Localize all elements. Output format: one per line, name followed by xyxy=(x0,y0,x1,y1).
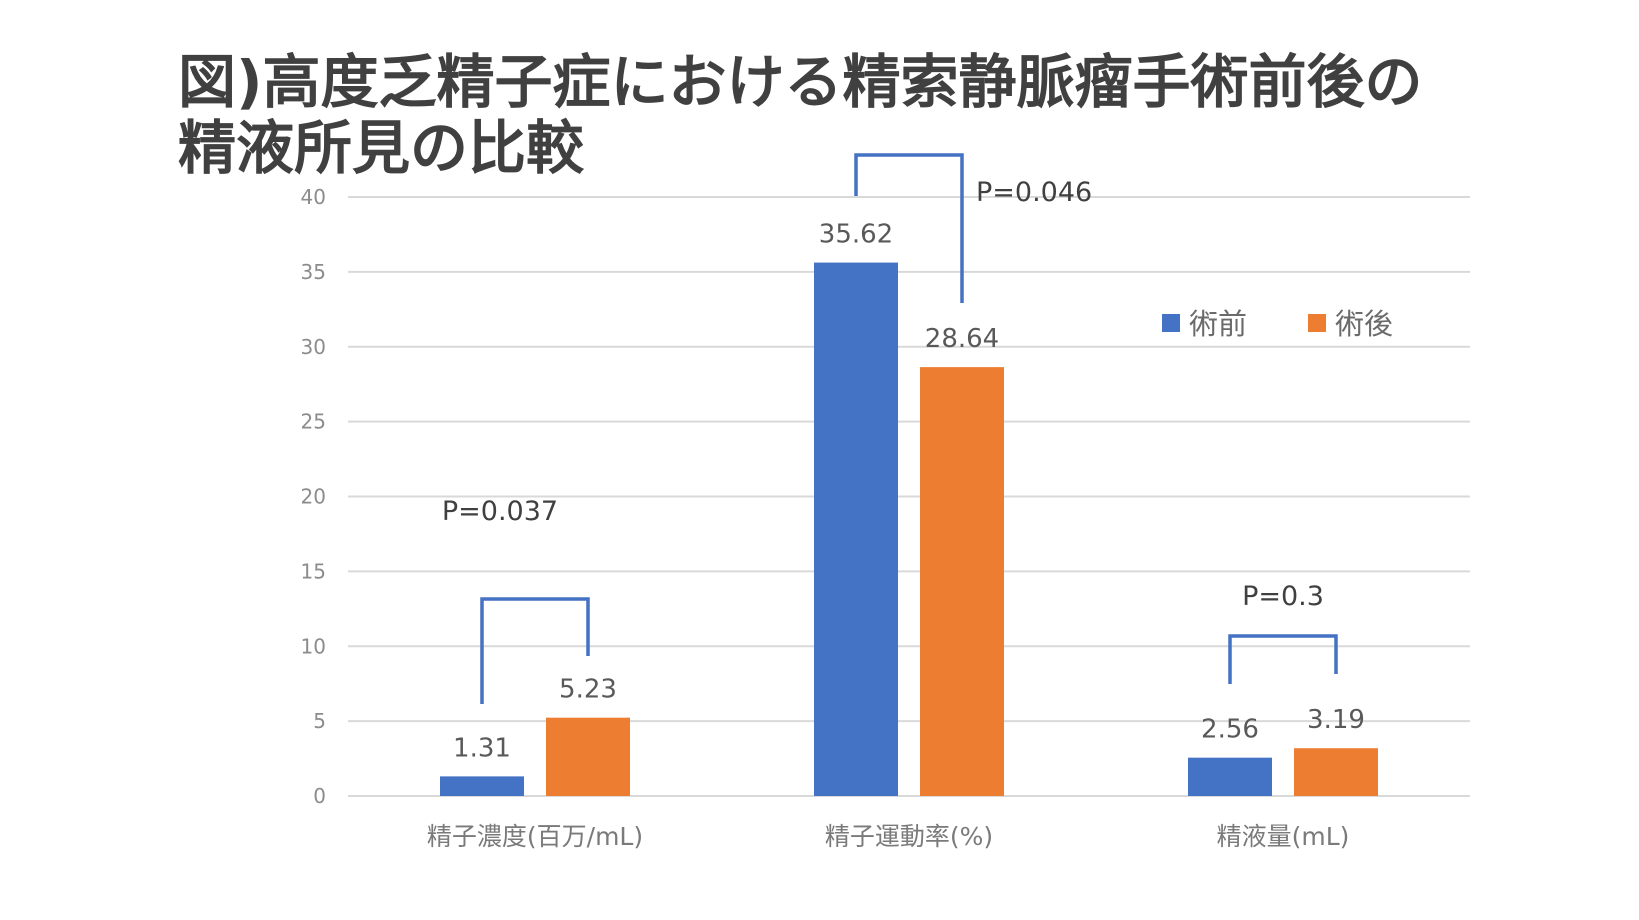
significance-bracket xyxy=(480,597,590,704)
chart-title-line-1: 図)高度乏精子症における精索静脈瘤手術前後の xyxy=(178,48,1423,116)
bar xyxy=(814,262,898,796)
y-tick-label: 25 xyxy=(301,410,326,434)
significance-bracket xyxy=(1228,634,1338,684)
data-label: 1.31 xyxy=(453,733,511,763)
legend-swatch xyxy=(1308,314,1326,332)
significance-bracket xyxy=(854,153,964,303)
data-label: 5.23 xyxy=(559,675,617,705)
y-tick-label: 40 xyxy=(301,185,326,209)
chart-title-line-2: 精液所見の比較 xyxy=(178,114,585,182)
data-label: 28.64 xyxy=(925,324,999,354)
data-label: 2.56 xyxy=(1201,715,1259,745)
bar xyxy=(1294,748,1378,796)
x-tick-label: 精子運動率(%) xyxy=(825,822,993,851)
bar xyxy=(546,717,630,796)
data-label: 3.19 xyxy=(1307,705,1365,735)
x-tick-label: 精液量(mL) xyxy=(1217,822,1350,851)
x-tick-label: 精子濃度(百万/mL) xyxy=(427,822,643,851)
y-tick-label: 35 xyxy=(301,260,326,284)
y-tick-label: 0 xyxy=(313,784,326,808)
y-tick-label: 30 xyxy=(301,335,326,359)
y-tick-label: 15 xyxy=(301,559,326,583)
plot-area: 0 5 10 15 20 25 30 35 40 1.31 5.23 精子濃度(百万/mL) 35.62… xyxy=(301,153,1470,851)
p-value-label: P=0.037 xyxy=(442,496,558,527)
legend-swatch xyxy=(1162,314,1180,332)
bar xyxy=(440,776,524,796)
y-tick-label: 10 xyxy=(301,634,326,658)
bar xyxy=(1188,757,1272,796)
legend-label: 術後 xyxy=(1335,307,1393,341)
y-tick-label: 5 xyxy=(313,709,326,733)
data-label: 35.62 xyxy=(819,220,893,250)
bar xyxy=(920,367,1004,796)
p-value-label: P=0.3 xyxy=(1242,581,1324,612)
legend-label: 術前 xyxy=(1189,307,1247,341)
p-value-label: P=0.046 xyxy=(976,177,1092,208)
y-tick-label: 20 xyxy=(301,485,326,509)
